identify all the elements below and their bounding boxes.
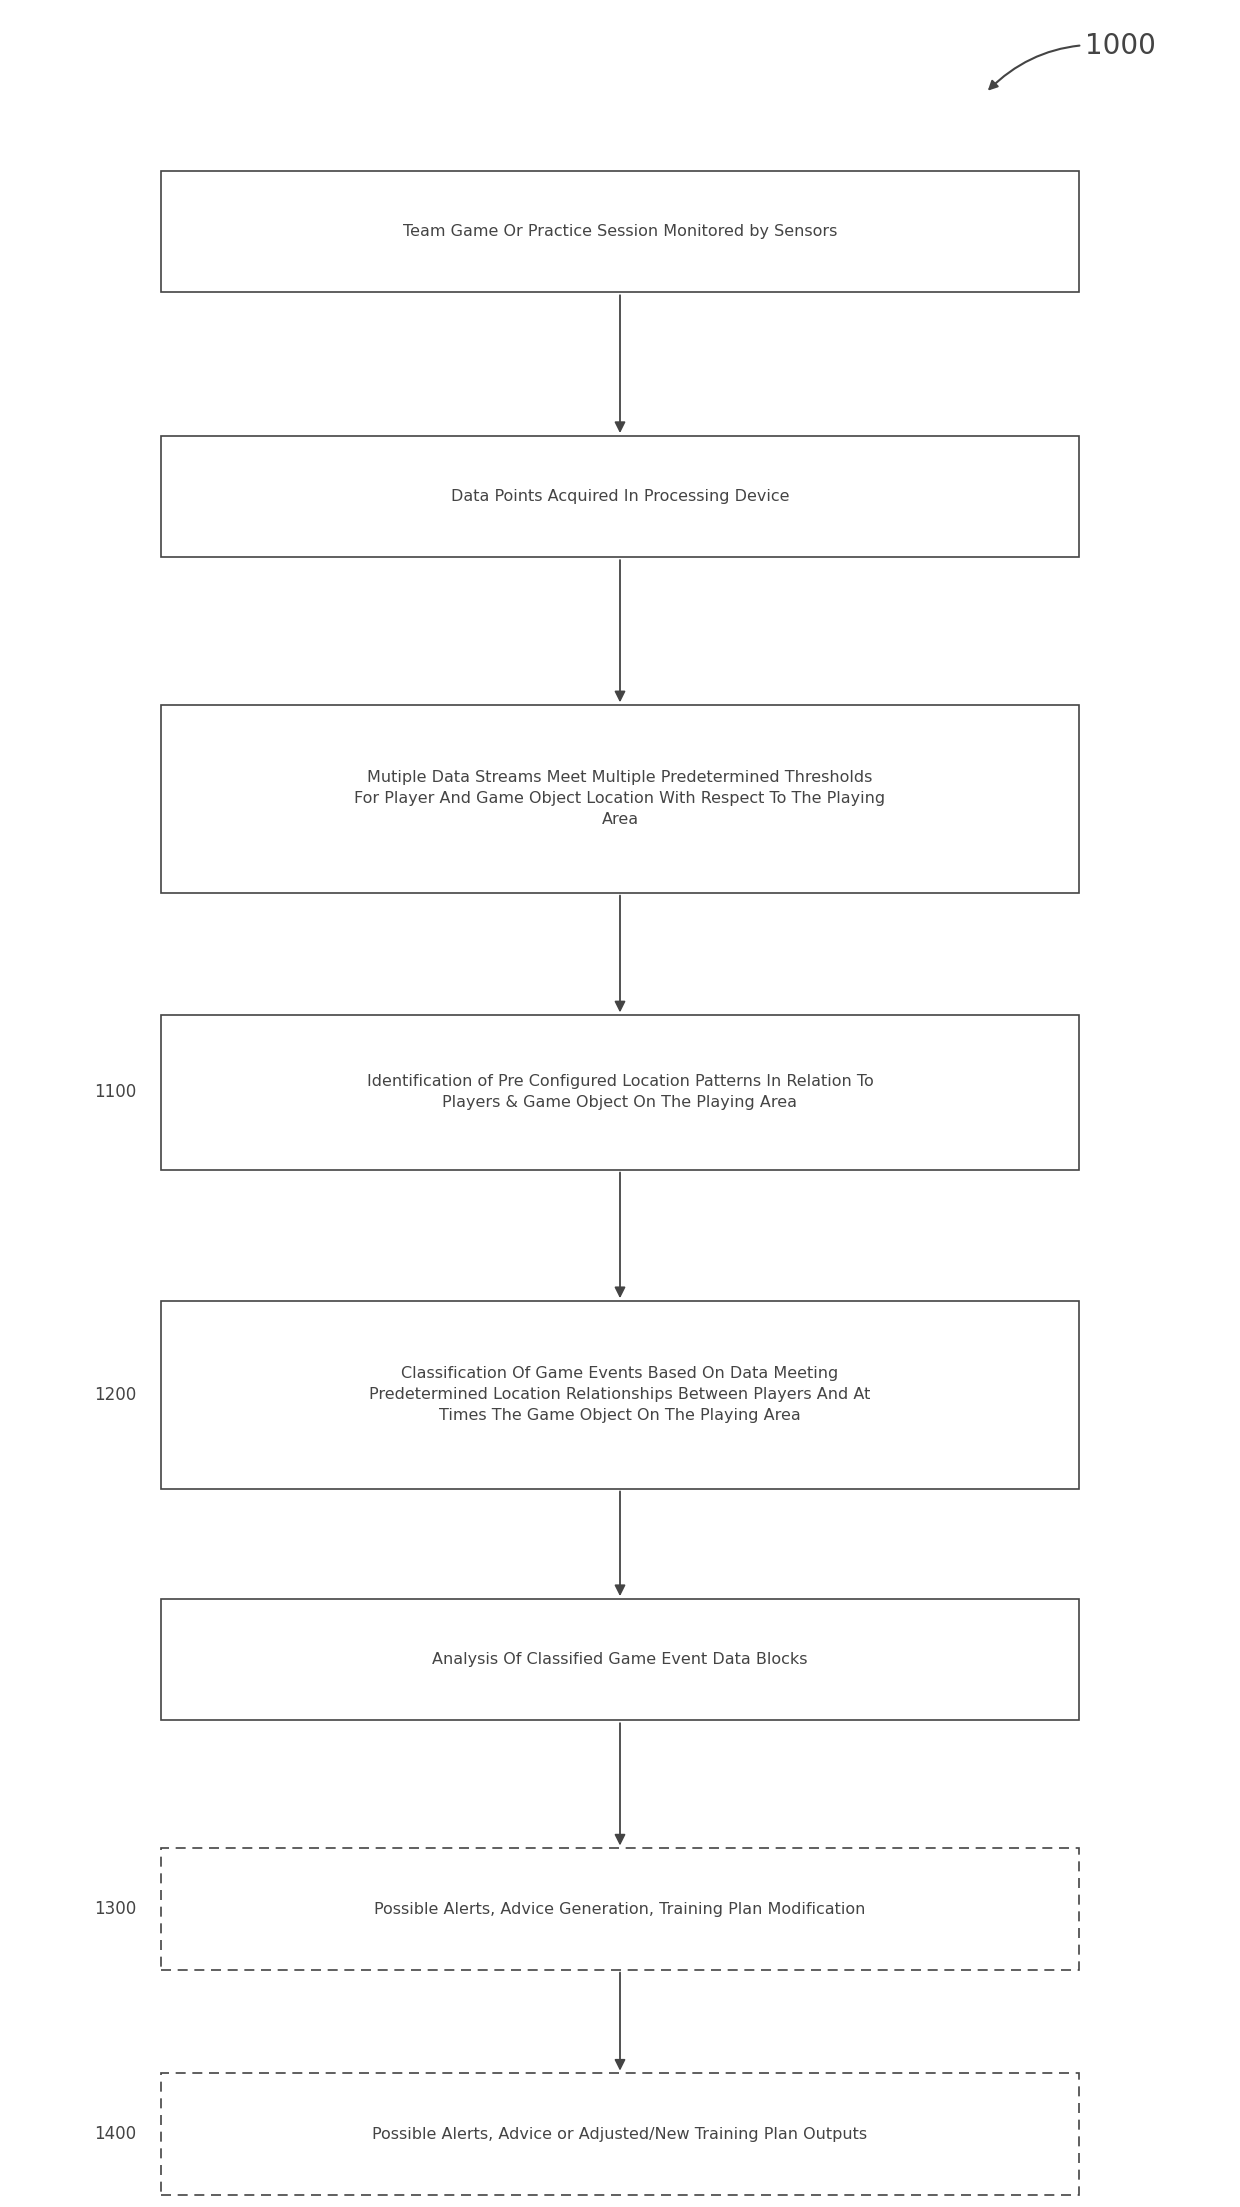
Text: 1200: 1200 [94, 1386, 136, 1404]
Text: 1100: 1100 [94, 1084, 136, 1101]
Text: Data Points Acquired In Processing Device: Data Points Acquired In Processing Devic… [451, 490, 789, 503]
Text: Possible Alerts, Advice Generation, Training Plan Modification: Possible Alerts, Advice Generation, Trai… [374, 1902, 866, 1916]
Text: Identification of Pre Configured Location Patterns In Relation To
Players & Game: Identification of Pre Configured Locatio… [367, 1075, 873, 1110]
FancyBboxPatch shape [161, 706, 1079, 892]
Text: Classification Of Game Events Based On Data Meeting
Predetermined Location Relat: Classification Of Game Events Based On D… [370, 1366, 870, 1424]
FancyBboxPatch shape [161, 170, 1079, 291]
Text: 1400: 1400 [94, 2125, 136, 2143]
FancyBboxPatch shape [161, 435, 1079, 556]
FancyBboxPatch shape [161, 1849, 1079, 1969]
FancyBboxPatch shape [161, 1015, 1079, 1170]
Text: 1000: 1000 [990, 33, 1156, 88]
Text: Mutiple Data Streams Meet Multiple Predetermined Thresholds
For Player And Game : Mutiple Data Streams Meet Multiple Prede… [355, 770, 885, 828]
FancyBboxPatch shape [161, 1300, 1079, 1488]
Text: Analysis Of Classified Game Event Data Blocks: Analysis Of Classified Game Event Data B… [433, 1653, 807, 1666]
FancyBboxPatch shape [161, 1598, 1079, 1721]
Text: 1300: 1300 [94, 1900, 136, 1918]
FancyBboxPatch shape [161, 2075, 1079, 2194]
Text: Possible Alerts, Advice or Adjusted/New Training Plan Outputs: Possible Alerts, Advice or Adjusted/New … [372, 2128, 868, 2141]
Text: Team Game Or Practice Session Monitored by Sensors: Team Game Or Practice Session Monitored … [403, 225, 837, 238]
